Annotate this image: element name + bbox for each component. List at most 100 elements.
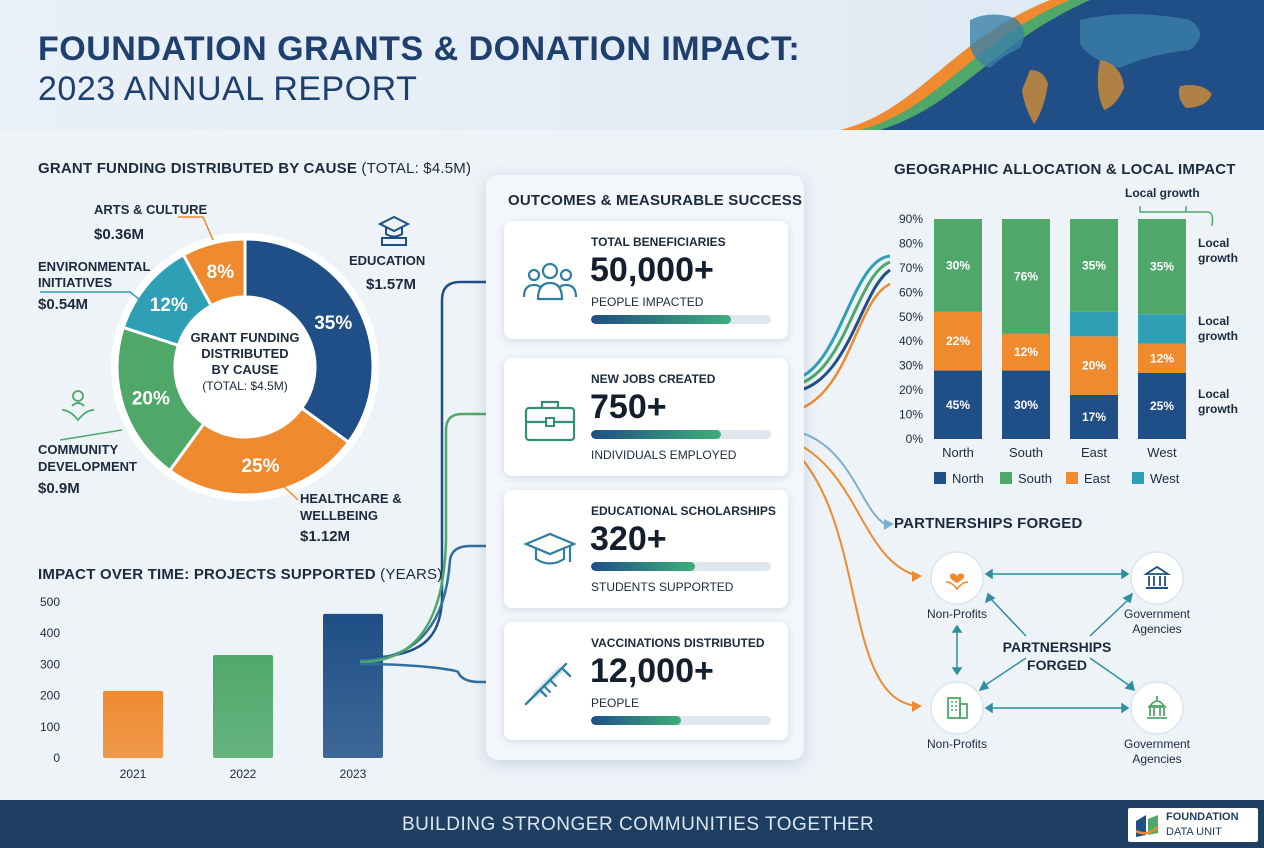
y-tick-label: 10% <box>899 408 923 422</box>
projects-bar-chart: 0 100 200 300 400 500 2021 2022 2023 <box>40 595 383 781</box>
partner-node-label-line1: Government <box>1123 737 1191 751</box>
environment-callout-name-2: INITIATIVES <box>38 275 113 290</box>
graduation-cap-icon <box>523 532 577 565</box>
y-tick-label: 100 <box>40 720 60 734</box>
card-label: VACCINATIONS DISTRIBUTED <box>591 636 765 650</box>
stack-segment <box>934 219 982 312</box>
bar-heading-bold: IMPACT OVER TIME: PROJECTS SUPPORTED <box>38 566 376 583</box>
y-tick-label: 30% <box>899 359 923 373</box>
x-tick-label: North <box>942 445 974 460</box>
card-subtitle: STUDENTS SUPPORTED <box>591 580 734 594</box>
local-growth-label-3: Local growth <box>1198 387 1238 417</box>
community-callout-amount: $0.9M <box>38 480 80 497</box>
education-callout-amount: $1.57M <box>366 276 417 293</box>
x-tick-label: 2021 <box>120 767 147 781</box>
stack-segment-label: 30% <box>946 258 970 272</box>
legend-label: South <box>1018 471 1052 486</box>
card-label: TOTAL BENEFICIARIES <box>591 235 726 249</box>
footer-bar: BUILDING STRONGER COMMUNITIES TOGETHER F… <box>0 800 1264 848</box>
card-subtitle: PEOPLE IMPACTED <box>591 295 704 309</box>
card-value: 750+ <box>590 388 667 426</box>
donut-slice-label: 12% <box>150 295 188 316</box>
x-tick-label: West <box>1147 445 1177 460</box>
donut-center-line3: BY CAUSE <box>211 362 279 377</box>
y-tick-label: 70% <box>899 261 923 275</box>
stack-segment <box>1070 311 1118 337</box>
donut-slice-label: 8% <box>207 262 235 283</box>
partner-node-label-line2: Agencies <box>1132 752 1182 766</box>
stack-segment <box>1002 370 1050 439</box>
donut-slice <box>115 325 206 473</box>
geo-stacked-bar-chart: 0% 10% 20% 30% 40% 50% 60% 70% 80% 90% 45% 22% 30% No… <box>899 206 1214 486</box>
donut-center-line4: (TOTAL: $4.5M) <box>202 379 288 393</box>
environment-callout-name-1: ENVIRONMENTAL <box>38 259 151 274</box>
local-growth-label-2: Local growth <box>1198 314 1238 344</box>
card-progress-fill <box>591 430 721 439</box>
card-progress-fill <box>591 716 681 725</box>
stack-segment <box>1138 373 1186 439</box>
y-tick-label: 20% <box>899 383 923 397</box>
card-value: 320+ <box>590 520 667 558</box>
y-tick-label: 200 <box>40 689 60 703</box>
outcomes-panel: OUTCOMES & MEASURABLE SUCCESS TOTAL BENE… <box>486 175 804 760</box>
donut-center-text: GRANT FUNDING DISTRIBUTED BY CAUSE (TOTA… <box>178 330 312 394</box>
y-tick-label: 500 <box>40 595 60 609</box>
stack-segment <box>1138 314 1186 344</box>
partner-node-label: Non-Profits <box>926 737 988 751</box>
bar-heading: IMPACT OVER TIME: PROJECTS SUPPORTED (YE… <box>38 566 442 583</box>
donut-heading-bold: GRANT FUNDING DISTRIBUTED BY CAUSE <box>38 160 358 177</box>
y-tick-label: 60% <box>899 285 923 299</box>
education-callout-name: EDUCATION <box>349 253 426 268</box>
y-tick-label: 0% <box>906 432 924 446</box>
x-tick-label: South <box>1009 445 1043 460</box>
legend-swatch <box>1066 472 1078 484</box>
donut-hole <box>177 299 313 435</box>
legend-swatch <box>1000 472 1012 484</box>
donut-center-line2: DISTRIBUTED <box>201 346 289 361</box>
world-map-graphic <box>840 0 1264 130</box>
card-progress-bar <box>591 315 771 324</box>
logo-mark-icon <box>1135 815 1159 837</box>
y-tick-label: 50% <box>899 310 923 324</box>
x-tick-label: 2022 <box>230 767 257 781</box>
outcomes-heading: OUTCOMES & MEASURABLE SUCCESS <box>508 192 803 209</box>
partner-node-label-line1: Government <box>1123 607 1191 621</box>
partnerships-center-label: PARTNERSHIPS FORGED <box>1000 638 1114 674</box>
growth-bracket <box>1139 206 1214 227</box>
local-growth-word-2: growth <box>1198 251 1238 265</box>
stack-segment-label: 17% <box>1082 410 1106 424</box>
stack-segment-label: 20% <box>1082 359 1106 373</box>
local-growth-word-1: Local <box>1198 236 1230 250</box>
donut-slice <box>167 406 351 497</box>
capitol-dome-icon <box>1147 696 1167 719</box>
local-growth-word-2: growth <box>1198 329 1238 343</box>
stack-segment-label: 45% <box>946 398 970 412</box>
partner-node-label: Government Agencies <box>1107 607 1207 637</box>
stack-segment-label: 12% <box>1014 345 1038 359</box>
stack-segment <box>1002 219 1050 334</box>
card-progress-fill <box>591 315 732 324</box>
card-label: EDUCATIONAL SCHOLARSHIPS <box>591 504 776 518</box>
partner-node-label: Government Agencies <box>1107 737 1207 767</box>
header-banner: FOUNDATION GRANTS & DONATION IMPACT: 202… <box>0 0 1264 130</box>
bank-building-icon <box>1143 565 1171 589</box>
geo-heading: GEOGRAPHIC ALLOCATION & LOCAL IMPACT <box>894 161 1236 178</box>
stack-segment <box>1138 343 1186 373</box>
bar-mark <box>103 690 163 758</box>
legend-swatch <box>934 472 946 484</box>
stack-segment-label: 22% <box>946 334 970 348</box>
environment-callout-amount: $0.54M <box>38 296 89 313</box>
bar-heading-light: (YEARS) <box>380 566 443 583</box>
donut-slice <box>243 237 375 445</box>
community-callout-name-1: COMMUNITY <box>38 442 119 457</box>
stack-segment <box>934 311 982 371</box>
donut-chart: 35% 25% 20% 12% 8% <box>111 233 379 501</box>
card-value: 50,000+ <box>590 251 714 289</box>
syringe-icon <box>524 662 572 706</box>
people-group-icon <box>522 262 578 301</box>
partnerships-center-line1: PARTNERSHIPS <box>1002 639 1112 655</box>
stack-segment-label: 35% <box>1150 260 1174 274</box>
footer-tagline: BUILDING STRONGER COMMUNITIES TOGETHER <box>402 814 875 835</box>
y-tick-label: 400 <box>40 626 60 640</box>
bar-mark <box>323 613 383 758</box>
